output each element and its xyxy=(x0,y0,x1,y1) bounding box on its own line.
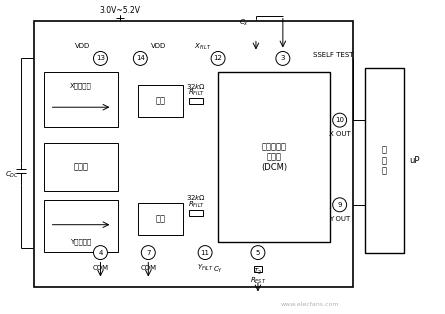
Bar xyxy=(44,200,118,252)
Text: $T_2$: $T_2$ xyxy=(254,266,263,277)
Text: 计
数
器: 计 数 器 xyxy=(382,146,387,176)
Text: 解调: 解调 xyxy=(156,97,166,106)
Bar xyxy=(364,68,405,252)
Text: www.elecfans.com: www.elecfans.com xyxy=(280,302,339,307)
Circle shape xyxy=(142,246,155,260)
Text: 7: 7 xyxy=(146,250,150,256)
Text: $32k\Omega$: $32k\Omega$ xyxy=(186,193,206,202)
Bar xyxy=(44,72,118,127)
Text: 3.0V~5.2V: 3.0V~5.2V xyxy=(100,6,141,15)
Bar xyxy=(138,203,183,235)
Bar xyxy=(189,98,203,104)
Text: uP: uP xyxy=(409,156,420,165)
Bar xyxy=(44,143,118,191)
Circle shape xyxy=(276,51,290,65)
Text: 13: 13 xyxy=(96,56,105,62)
Circle shape xyxy=(251,246,265,260)
Text: 10: 10 xyxy=(335,117,344,123)
Text: $R_{FILT}$: $R_{FILT}$ xyxy=(187,88,205,98)
Text: $R_{FILT}$: $R_{FILT}$ xyxy=(187,200,205,210)
Text: COM: COM xyxy=(140,264,156,270)
Text: SSELF TEST: SSELF TEST xyxy=(313,52,353,58)
Text: VDD: VDD xyxy=(151,44,166,50)
Circle shape xyxy=(333,113,347,127)
Circle shape xyxy=(198,246,212,260)
Text: COM: COM xyxy=(93,264,109,270)
Text: $C_Y$: $C_Y$ xyxy=(213,264,223,275)
Bar xyxy=(218,72,330,242)
Bar xyxy=(254,266,262,273)
Text: 3: 3 xyxy=(281,56,285,62)
Text: Y轴传感器: Y轴传感器 xyxy=(70,238,92,245)
Text: 解调: 解调 xyxy=(156,214,166,223)
Text: $C_x$: $C_x$ xyxy=(239,18,249,28)
Text: 5: 5 xyxy=(256,250,260,256)
Circle shape xyxy=(211,51,225,65)
Text: $32k\Omega$: $32k\Omega$ xyxy=(186,82,206,91)
Text: $X_{FILT}$: $X_{FILT}$ xyxy=(194,41,212,51)
Text: $C_{DC}$: $C_{DC}$ xyxy=(5,170,19,180)
Text: Y OUT: Y OUT xyxy=(329,216,350,222)
Bar xyxy=(189,210,203,216)
Text: 振荡器: 振荡器 xyxy=(73,162,89,171)
Bar xyxy=(34,21,352,287)
Circle shape xyxy=(93,51,107,65)
Text: X轴传感器: X轴传感器 xyxy=(70,82,92,89)
Text: 11: 11 xyxy=(201,250,210,256)
Text: 4: 4 xyxy=(98,250,103,256)
Circle shape xyxy=(333,198,347,212)
Text: $Y_{FILT}$: $Y_{FILT}$ xyxy=(197,263,214,273)
Bar xyxy=(138,85,183,117)
Text: $R_{EST}$: $R_{EST}$ xyxy=(250,275,266,285)
Text: 12: 12 xyxy=(214,56,222,62)
Circle shape xyxy=(93,246,107,260)
Circle shape xyxy=(134,51,147,65)
Text: 14: 14 xyxy=(136,56,145,62)
Text: 9: 9 xyxy=(337,202,342,208)
Text: X OUT: X OUT xyxy=(329,131,351,137)
Text: 脉宽占空比
解调器
(DCM): 脉宽占空比 解调器 (DCM) xyxy=(261,142,287,172)
Text: VDD: VDD xyxy=(75,44,90,50)
